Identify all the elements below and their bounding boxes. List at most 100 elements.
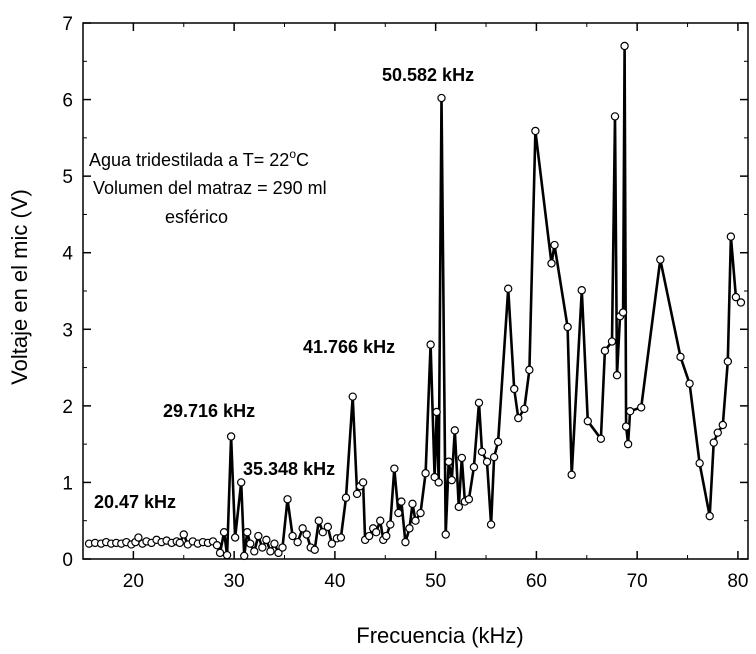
x-tick-label: 20 [123, 571, 144, 592]
y-tick-label: 4 [62, 244, 73, 265]
data-point [520, 404, 529, 414]
y-tick-label: 7 [62, 14, 73, 35]
data-point [514, 413, 523, 423]
data-point [274, 548, 283, 558]
data-point [288, 531, 297, 541]
data-point [577, 286, 586, 295]
annotation-20-47: 20.47 kHz [94, 492, 176, 512]
data-point [283, 495, 292, 504]
data-point [607, 337, 617, 346]
data-point [254, 531, 263, 541]
data-point [620, 41, 629, 51]
data-point [219, 528, 229, 537]
data-point [469, 462, 479, 472]
data-point [705, 511, 714, 521]
data-point [685, 379, 694, 388]
data-point [454, 502, 464, 512]
series-line [88, 44, 742, 558]
data-point [656, 255, 665, 264]
data-point [610, 112, 620, 121]
data-point [411, 516, 420, 525]
data-point [258, 543, 267, 552]
data-point [525, 365, 534, 375]
data-point [676, 352, 685, 362]
y-tick-label: 0 [62, 550, 73, 571]
data-point [567, 470, 576, 479]
data-point [386, 520, 395, 529]
data-point [430, 472, 439, 482]
data-point [240, 551, 249, 561]
data-point [327, 539, 337, 548]
data-point [432, 407, 441, 417]
data-point [314, 516, 323, 525]
data-point [212, 541, 222, 550]
data-point [397, 497, 406, 506]
data-point [236, 478, 246, 487]
data-point [364, 531, 374, 541]
data-point [736, 298, 746, 307]
data-point [408, 499, 417, 509]
x-axis-title: Frecuencia (kHz) [356, 623, 523, 648]
x-tick-label: 40 [324, 571, 345, 592]
annotation-29-716: 29.716 kHz [163, 401, 255, 421]
data-point [302, 530, 311, 539]
data-point [293, 537, 302, 547]
data-point [246, 539, 255, 548]
data-point [731, 292, 741, 302]
data-point [447, 475, 456, 485]
x-tick-label: 30 [224, 571, 245, 592]
data-point [310, 545, 319, 555]
data-point [426, 340, 435, 349]
data-point [596, 434, 606, 443]
x-tick-label: 50 [425, 571, 446, 592]
data-point [215, 548, 225, 558]
annotation-35-348: 35.348 kHz [243, 459, 335, 479]
plot-area-border [82, 22, 749, 560]
data-point [718, 420, 728, 430]
data-point [434, 478, 443, 487]
data-point [390, 464, 399, 473]
data-point [318, 528, 328, 537]
data-point [493, 437, 503, 447]
data-point [482, 457, 492, 466]
data-point [298, 524, 307, 533]
annotation-41-766: 41.766 kHz [303, 337, 395, 357]
data-point [623, 439, 633, 449]
axis-ticks: 20 30 40 50 60 70 80 0 1 2 3 4 5 6 7 [62, 14, 748, 592]
data-point [636, 403, 646, 412]
series-group [84, 41, 746, 561]
note-line-3: esférico [165, 207, 228, 227]
data-point [175, 538, 184, 548]
data-point [336, 533, 346, 542]
data-point [270, 539, 279, 548]
data-point [583, 416, 592, 426]
data-point [437, 93, 446, 103]
data-point [489, 452, 499, 462]
data-point [348, 392, 357, 401]
data-point [474, 398, 484, 407]
annotation-50-582: 50.582 kHz [382, 65, 474, 85]
data-point [486, 520, 496, 529]
y-tick-label: 5 [62, 167, 73, 188]
y-tick-label: 3 [62, 320, 73, 341]
data-point [709, 438, 718, 447]
data-point [464, 495, 474, 504]
data-point [250, 547, 259, 556]
data-point [531, 126, 540, 136]
data-point [179, 530, 188, 539]
data-point [222, 550, 232, 560]
data-point [230, 533, 240, 542]
data-point [226, 432, 236, 441]
data-point [358, 478, 368, 487]
data-point [503, 284, 513, 293]
y-tick-label: 2 [62, 397, 73, 418]
data-point [278, 543, 287, 552]
data-point [401, 537, 410, 547]
y-axis-title: Voltaje en el mic (V) [7, 189, 32, 385]
data-point [421, 469, 430, 478]
data-point [563, 322, 572, 332]
data-point [621, 422, 631, 431]
data-point [612, 371, 622, 380]
note-line-1: Agua tridestilada a T= 22oC [89, 147, 309, 170]
